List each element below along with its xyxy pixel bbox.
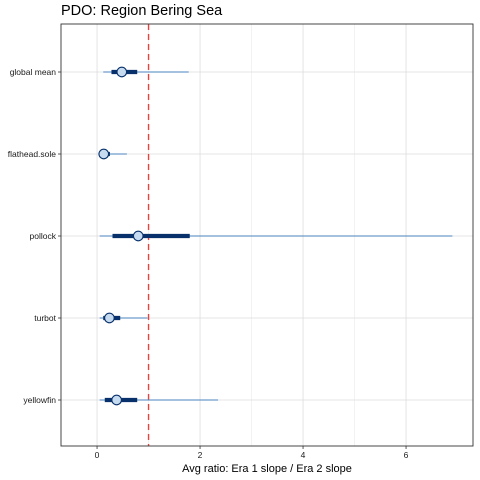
point-estimate xyxy=(116,66,128,78)
y-tick-label: global mean xyxy=(10,67,57,77)
point-estimate xyxy=(132,230,144,242)
x-tick-label: 6 xyxy=(404,450,409,460)
x-tick-label: 4 xyxy=(301,450,306,460)
y-tick-label: yellowfin xyxy=(23,395,56,405)
point-estimate xyxy=(111,394,122,406)
x-tick-label: 0 xyxy=(95,450,100,460)
x-axis: 0 2 4 6 xyxy=(95,446,409,460)
x-tick-label: 2 xyxy=(198,450,203,460)
y-axis: global mean flathead.sole pollock turbot yel… xyxy=(8,67,61,405)
data-marks xyxy=(98,66,453,406)
panel-border xyxy=(60,23,474,447)
y-tick-label: pollock xyxy=(30,231,57,241)
point-estimate xyxy=(104,312,115,324)
x-axis-label: Avg ratio: Era 1 slope / Era 2 slope xyxy=(182,463,352,475)
chart-title: PDO: Region Bering Sea xyxy=(61,3,223,19)
y-tick-label: turbot xyxy=(34,313,56,323)
point-estimate xyxy=(98,148,110,160)
y-tick-label: flathead.sole xyxy=(8,149,56,159)
